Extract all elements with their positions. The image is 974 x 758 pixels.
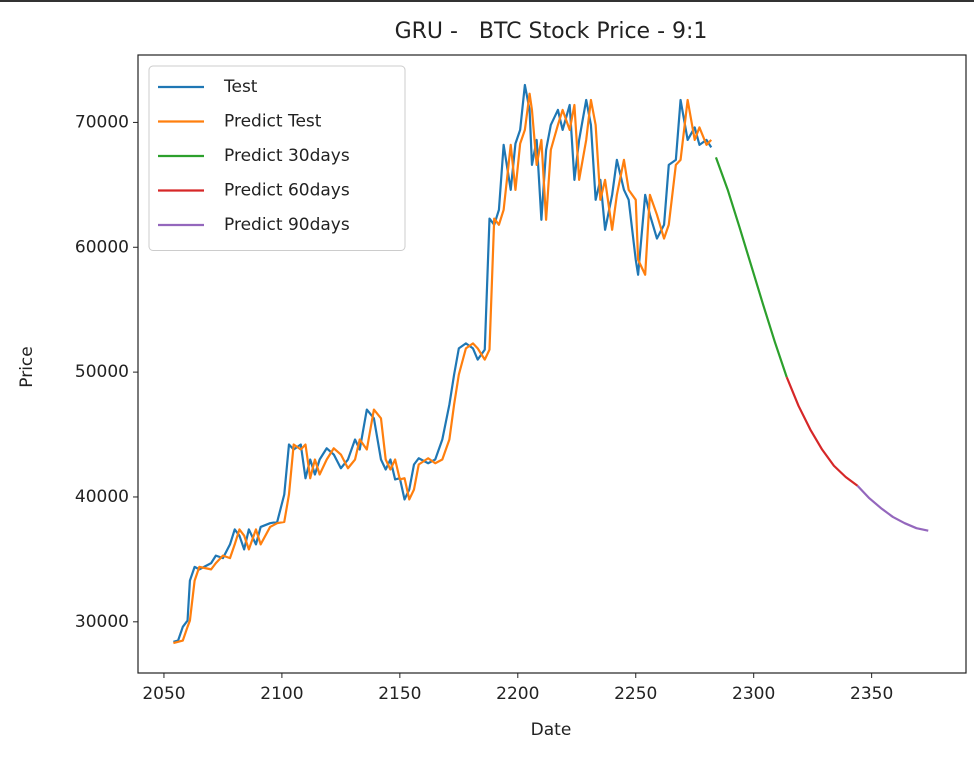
legend: Test Predict Test Predict 30days Predict 60… (148, 65, 406, 251)
y-tick-label: 70000 (75, 112, 129, 132)
series-line (856, 484, 929, 532)
y-axis-label: Price (17, 346, 37, 387)
series-line (714, 157, 788, 378)
x-axis-label: Date (531, 720, 572, 740)
x-tick-label: 2300 (732, 684, 775, 704)
plot-area (173, 83, 929, 645)
legend-label: Predict 60days (224, 181, 350, 201)
x-tick-label: 2250 (614, 684, 657, 704)
x-tick-label: 2150 (378, 684, 421, 704)
x-tick-label: 2200 (496, 684, 539, 704)
y-tick-label: 30000 (75, 612, 129, 632)
legend-label: Predict 90days (224, 215, 350, 235)
legend-label: Test (223, 77, 258, 97)
x-tick-label: 2050 (142, 684, 185, 704)
series-line (785, 376, 859, 487)
legend-label: Predict Test (224, 112, 322, 132)
y-tick-label: 40000 (75, 487, 129, 507)
x-tick-label: 2100 (260, 684, 303, 704)
chart-title: GRU - BTC Stock Price - 9:1 (395, 19, 708, 44)
series-line (173, 92, 713, 645)
y-tick-label: 60000 (75, 237, 129, 257)
y-tick-label: 50000 (75, 362, 129, 382)
legend-box (148, 65, 406, 251)
legend-label: Predict 30days (224, 146, 350, 166)
axes-frame (137, 54, 967, 674)
x-tick-label: 2350 (850, 684, 893, 704)
series-line (173, 83, 713, 643)
